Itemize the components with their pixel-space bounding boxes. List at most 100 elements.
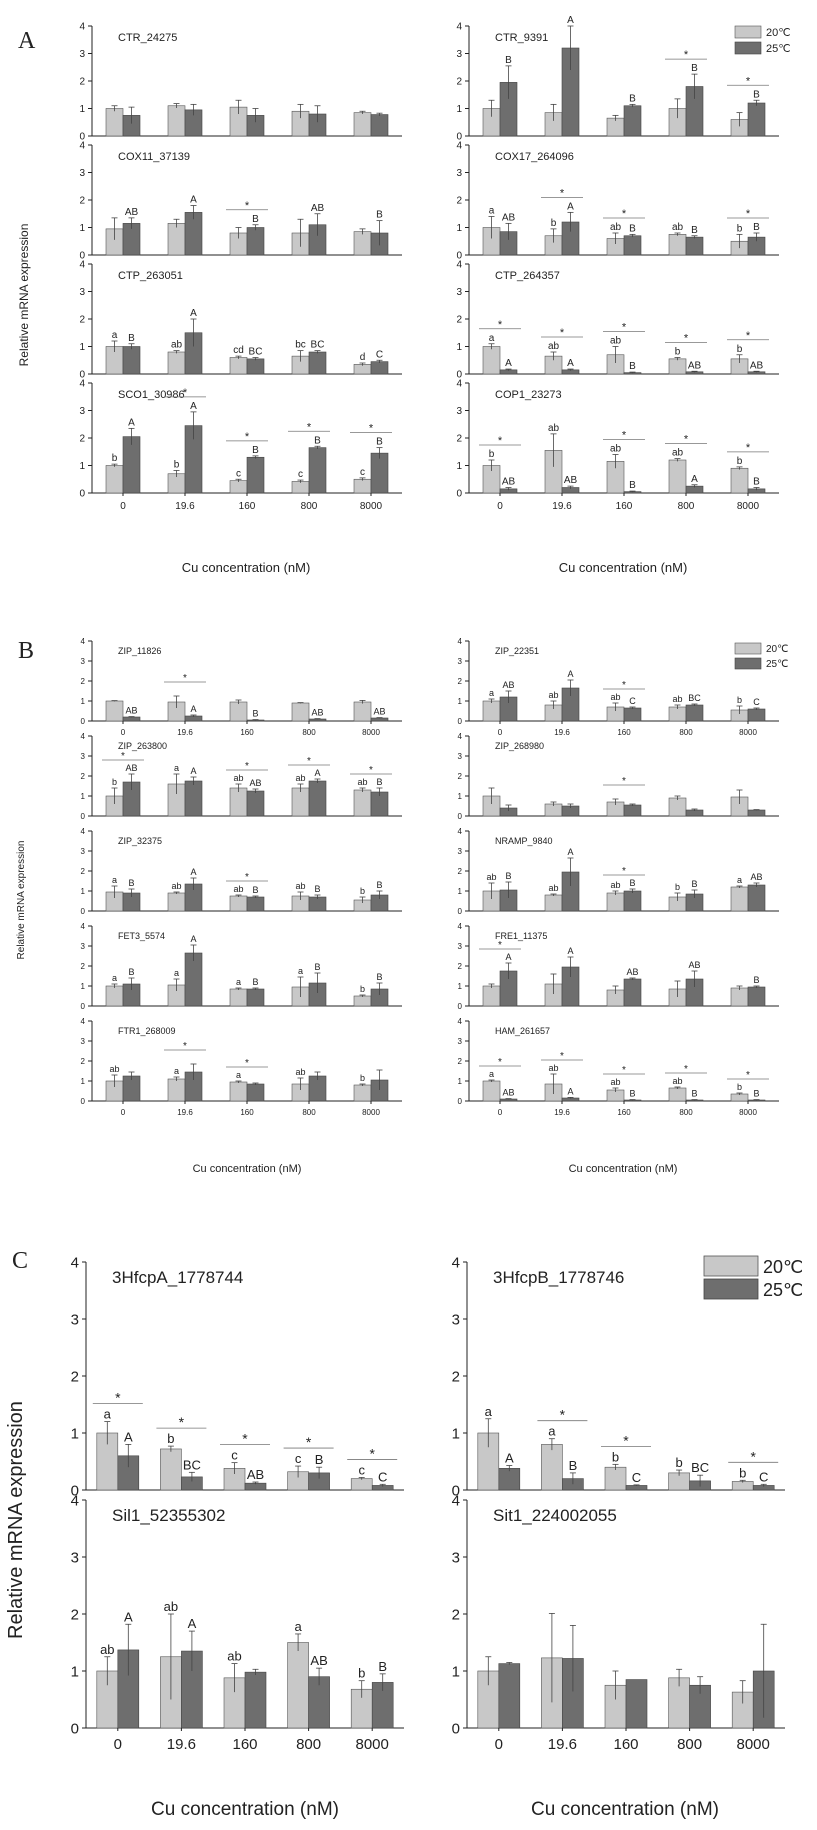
sig-letter-pa4-20-3: bc [295, 340, 306, 351]
sig-letter-pc1-20-3: b [675, 1455, 682, 1470]
subplot-title-pa2: COX11_37139 [118, 151, 190, 163]
sig-star-pa7-3: * [684, 434, 689, 446]
y-tick-label-pa0-4: 4 [79, 22, 85, 33]
y-tick-label-pc2-2: 2 [71, 1606, 79, 1623]
sig-letter-pb6-20-3: a [298, 966, 303, 976]
sig-letter-pb4-20-2: ab [233, 884, 243, 894]
y-tick-label-pa6-4: 4 [79, 379, 85, 390]
x-tick-label-pa6-4: 8000 [360, 501, 383, 512]
y-tick-label-pb7-4: 4 [458, 922, 463, 931]
panel-letter-a: A [18, 28, 36, 54]
sig-star-pa5-3: * [684, 333, 689, 345]
bar-pa4-20-4 [353, 364, 372, 375]
sig-letter-pa7-25-1: AB [564, 475, 578, 486]
sig-letter-pb2-20-1: a [174, 763, 179, 773]
sig-letter-pb9-20-1: ab [548, 1063, 558, 1073]
sig-letter-pb4-20-3: ab [295, 881, 305, 891]
sig-letter-pa1-25-3: B [691, 63, 698, 74]
sig-letter-pb9-20-4: b [737, 1082, 742, 1092]
sig-letter-pb4-25-0: B [128, 878, 134, 888]
y-tick-label-pc1-2: 2 [452, 1368, 460, 1385]
sig-letter-pa2-25-0: AB [125, 207, 139, 218]
sig-letter-pa4-25-3: BC [311, 340, 325, 351]
y-tick-label-pb7-1: 1 [458, 982, 463, 991]
y-tick-label-pa0-1: 1 [79, 104, 85, 115]
y-tick-label-pb3-0: 0 [458, 812, 463, 821]
x-tick-label-pa6-2: 160 [239, 501, 256, 512]
x-tick-label-pc2-4: 8000 [356, 1736, 389, 1753]
sig-letter-pb7-25-0: A [505, 952, 511, 962]
y-tick-label-pc2-3: 3 [71, 1549, 79, 1566]
y-tick-label-pa0-2: 2 [79, 77, 85, 88]
bar-pb7-25-2 [623, 978, 642, 1007]
sig-letter-pa3-20-0: a [489, 206, 495, 217]
sig-letter-pb9-25-4: B [753, 1089, 759, 1099]
sig-star-pa7-0: * [498, 435, 503, 447]
subplot-title-pb4: ZIP_32375 [118, 836, 162, 846]
y-tick-label-pa3-3: 3 [456, 168, 462, 179]
sig-letter-pa6-25-2: B [252, 445, 259, 456]
sig-letter-pb9-20-0: a [489, 1069, 494, 1079]
sig-letter-pb5-25-4: AB [750, 872, 762, 882]
y-tick-label-pa2-2: 2 [79, 196, 85, 207]
legend-c-swatch-20 [703, 1255, 759, 1277]
y-tick-label-pa7-4: 4 [456, 379, 462, 390]
sig-letter-pc0-25-1: BC [183, 1457, 201, 1472]
bar-pb6-20-2 [229, 988, 248, 1007]
subplot-title-pa5: CTP_264357 [495, 270, 560, 282]
y-tick-label-pb4-3: 3 [81, 847, 86, 856]
sig-letter-pa6-25-0: A [128, 417, 135, 428]
sig-letter-pa3-20-1: b [551, 218, 557, 229]
sig-star-pa1-4: * [746, 75, 751, 87]
sig-letter-pb1-25-1: A [567, 669, 573, 679]
bar-pa7-20-4 [730, 467, 749, 494]
bar-pa6-20-2 [229, 480, 248, 494]
sig-letter-pb9-20-2: ab [610, 1077, 620, 1087]
sig-letter-pc2-25-4: B [378, 1659, 387, 1674]
sig-star-pc0-0: * [115, 1390, 121, 1406]
sig-letter-pa3-20-2: ab [610, 222, 622, 233]
sig-letter-pb5-20-2: ab [610, 880, 620, 890]
y-tick-label-pa1-4: 4 [456, 22, 462, 33]
y-tick-label-pb1-1: 1 [458, 697, 463, 706]
x-tick-label-pc3-3: 800 [677, 1736, 702, 1753]
x-tick-label-pb0-0: 0 [121, 728, 126, 737]
sig-letter-pa1-25-4: B [753, 89, 760, 100]
y-tick-label-pb0-1: 1 [81, 697, 86, 706]
y-tick-label-pa5-0: 0 [456, 370, 462, 381]
sig-star-pb2-0: * [121, 751, 125, 762]
sig-letter-pc1-20-2: b [612, 1449, 619, 1464]
y-tick-label-pb6-0: 0 [81, 1002, 86, 1011]
sig-letter-pc0-20-2: c [231, 1448, 238, 1463]
bar-pc1-25-2 [625, 1485, 648, 1491]
y-tick-label-pa7-1: 1 [456, 461, 462, 472]
subplot-title-pc2: Sil1_52355302 [112, 1506, 225, 1525]
y-tick-label-pb1-0: 0 [458, 717, 463, 726]
sig-letter-pb9-20-3: ab [672, 1076, 682, 1086]
sig-letter-pb0-25-4: AB [373, 707, 385, 717]
x-tick-label-pb0-2: 160 [240, 728, 254, 737]
sig-letter-pa2-25-3: AB [311, 203, 325, 214]
bar-pb1-25-2 [623, 707, 642, 722]
y-tick-label-pb8-3: 3 [81, 1037, 86, 1046]
sig-letter-pb4-20-1: ab [171, 881, 181, 891]
sig-letter-pc0-25-3: B [315, 1452, 324, 1467]
sig-letter-pb0-25-2: B [252, 709, 258, 719]
sig-letter-pa5-20-0: a [489, 333, 495, 344]
sig-letter-pa5-25-3: AB [688, 360, 702, 371]
y-tick-label-pc3-2: 2 [452, 1606, 460, 1623]
subplot-title-pc0: 3HfcpA_1778744 [112, 1268, 243, 1287]
bar-pb2-20-3 [291, 787, 310, 817]
y-tick-label-pa3-1: 1 [456, 223, 462, 234]
bar-pb4-25-3 [308, 896, 327, 912]
sig-letter-pb4-25-3: B [314, 884, 320, 894]
subplot-title-pb0: ZIP_11826 [118, 646, 161, 656]
y-tick-label-pc1-4: 4 [452, 1254, 460, 1271]
sig-letter-pb6-25-2: B [252, 977, 258, 987]
y-tick-label-pb8-0: 0 [81, 1097, 86, 1106]
y-tick-label-pb7-2: 2 [458, 962, 463, 971]
y-tick-label-pb3-2: 2 [458, 772, 463, 781]
bar-pa5-20-0 [482, 346, 501, 375]
